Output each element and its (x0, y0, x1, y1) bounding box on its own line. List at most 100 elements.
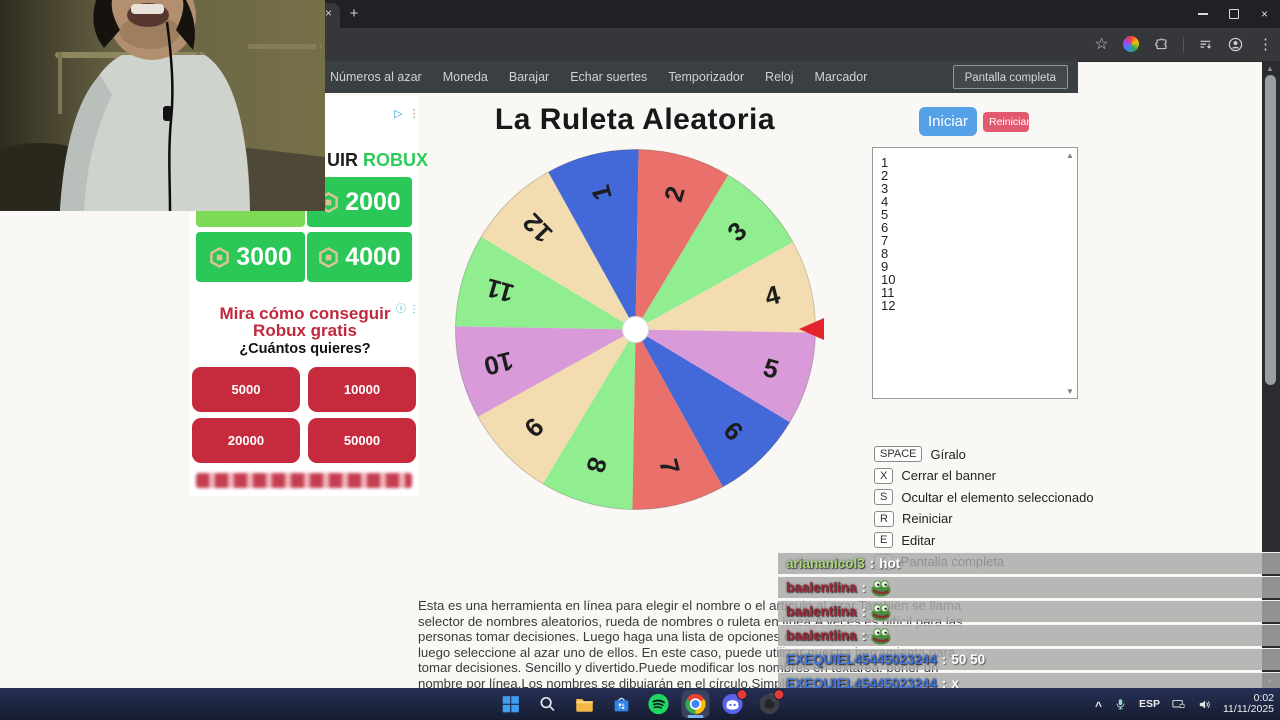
scroll-up-icon[interactable]: ▲ (1266, 64, 1274, 73)
chat-username: baalentlina (786, 628, 857, 643)
wheel-label-1: 1 (585, 182, 618, 203)
key-r: R (874, 510, 894, 527)
wheel-segment-5[interactable] (635, 329, 816, 423)
description-line: nombre por línea.Los nombres se dibujará… (418, 675, 878, 691)
window-controls: × (1187, 0, 1280, 28)
robux-button-3000[interactable]: 3000 (196, 232, 305, 282)
extensions-icon[interactable] (1153, 36, 1170, 53)
robux-ad-heading: UIR ROBUX (327, 150, 429, 170)
tab-close-icon[interactable]: × (324, 6, 332, 20)
nav-item-temporizador[interactable]: Temporizador (668, 70, 745, 84)
quiz-button-10000[interactable]: 10000 (308, 367, 416, 412)
profile-icon[interactable] (1227, 36, 1244, 53)
wheel-segment-10[interactable] (455, 326, 636, 417)
wheel-label-10: 10 (481, 346, 516, 382)
quiz-button-50000[interactable]: 50000 (308, 418, 416, 463)
wheel-segment-8[interactable] (542, 329, 636, 510)
taskbar-capture-icon[interactable] (756, 689, 785, 718)
chat-username: baalentlina (786, 604, 857, 619)
language-indicator[interactable]: ESP (1138, 698, 1160, 710)
chat-message-row: baalentlina: (778, 600, 1280, 622)
theme-ball-icon[interactable] (1123, 36, 1140, 53)
pepe-emote-icon (871, 602, 891, 621)
shortcut-g-ralo: SPACE Gíralo (874, 446, 1094, 462)
taskbar-chrome-icon[interactable] (681, 690, 710, 718)
nav-item-echar-suertes[interactable]: Echar suertes (570, 70, 648, 84)
robux-button-4000[interactable]: 4000 (307, 232, 412, 282)
fullscreen-button[interactable]: Pantalla completa (952, 65, 1068, 89)
chat-username: baalentlina (786, 580, 857, 595)
taskbar-discord-icon[interactable] (719, 689, 748, 718)
clock[interactable]: 0:02 11/11/2025 (1223, 692, 1274, 716)
display-icon[interactable] (1171, 697, 1186, 712)
key-s: S (874, 489, 894, 505)
volume-icon[interactable] (1197, 697, 1212, 712)
taskbar-search-icon[interactable] (534, 690, 562, 718)
nav-item-moneda[interactable]: Moneda (442, 70, 488, 84)
site-nav-items: Números al azar Moneda Barajar Echar suerte… (330, 61, 867, 93)
new-tab-button[interactable]: + (349, 5, 359, 22)
bookmark-star-icon[interactable]: ☆ (1094, 36, 1109, 53)
restore-icon[interactable] (1218, 0, 1249, 28)
nav-item-marcador[interactable]: Marcador (814, 70, 868, 84)
start-button[interactable]: Iniciar (919, 107, 977, 136)
reset-button[interactable]: Reiniciar (983, 112, 1030, 132)
key-space: SPACE (874, 446, 923, 462)
mic-icon[interactable] (1113, 697, 1128, 712)
roulette-wheel[interactable]: 1 2 3 4 5 6 7 8 9 10 11 12 (454, 148, 817, 511)
wheel-segment-6[interactable] (635, 329, 790, 487)
taskbar-explorer-icon[interactable] (571, 690, 599, 718)
chat-message-row: baalentlina: (778, 576, 1280, 598)
site-nav: Números al azar Moneda Barajar Echar suerte… (0, 61, 1078, 93)
ad-more-icon[interactable]: ⋮ (408, 108, 420, 120)
shortcut-reiniciar: R Reiniciar (874, 510, 1094, 527)
quiz-button-20000[interactable]: 20000 (192, 418, 300, 463)
wheel-segment-2[interactable] (635, 149, 729, 330)
pepe-emote-icon (871, 578, 891, 597)
quiz-ad-question: ¿Cuántos quieres? (239, 341, 371, 357)
textarea-scroll-down-icon[interactable]: ▼ (1066, 387, 1074, 396)
pepe-emote-icon (871, 626, 891, 645)
system-tray: ^ ESP 0:02 11/11/2025 (1095, 688, 1274, 720)
menu-dots-icon[interactable]: ⋮ (1258, 36, 1273, 53)
chat-username: EXEQUIEL45445023244 (786, 652, 937, 667)
wheel-segment-4[interactable] (635, 242, 816, 333)
discord-icon (722, 693, 744, 715)
notification-badge (736, 689, 748, 700)
names-textarea[interactable] (872, 147, 1078, 399)
shortcut-label: Cerrar el banner (901, 468, 996, 483)
nav-item-barajar[interactable]: Barajar (508, 70, 550, 84)
minimize-icon[interactable] (1187, 0, 1218, 28)
wheel-segment-7[interactable] (632, 329, 723, 510)
description-line: personas tomar decisiones. Luego haga un… (418, 629, 877, 645)
shortcut-cerrar-el-banner: X Cerrar el banner (874, 467, 1094, 484)
robux-icon (318, 246, 339, 268)
adchoices-icon[interactable]: ▷ ⋮ (394, 108, 420, 120)
nav-item-reloj[interactable]: Reloj (765, 70, 794, 84)
chat-message-text: 50 50 (951, 652, 986, 667)
wheel-segment-1[interactable] (548, 149, 639, 330)
notification-badge (773, 689, 785, 700)
page-title: La Ruleta Aleatoria (494, 103, 776, 136)
tray-chevron-icon[interactable]: ^ (1094, 699, 1102, 713)
shortcut-label: Ocultar el elemento seleccionado (901, 489, 1094, 505)
taskbar-store-icon[interactable] (608, 690, 636, 718)
wheel-segment-9[interactable] (478, 329, 636, 484)
taskbar-start-icon[interactable] (497, 690, 525, 718)
robux-icon (209, 246, 230, 268)
quiz-button-5000[interactable]: 5000 (192, 367, 300, 412)
shortcut-label: Reiniciar (901, 511, 953, 526)
wheel-pointer-icon (799, 318, 824, 340)
scrollbar-thumb[interactable] (1265, 75, 1276, 385)
textarea-scroll-up-icon[interactable]: ▲ (1066, 151, 1074, 160)
quiz-ad-info-icons[interactable]: ⓘ ⋮ (396, 300, 419, 315)
chat-separator: : (941, 652, 947, 667)
wheel-segment-12[interactable] (481, 172, 636, 330)
taskbar-spotify-icon[interactable] (645, 690, 673, 718)
wheel-segment-11[interactable] (455, 236, 636, 330)
start-icon (500, 693, 522, 715)
wheel-segment-3[interactable] (635, 175, 793, 330)
close-icon[interactable]: × (1260, 7, 1268, 21)
reading-list-icon[interactable] (1197, 36, 1214, 53)
nav-item-n-meros-al-azar[interactable]: Números al azar (330, 70, 422, 84)
